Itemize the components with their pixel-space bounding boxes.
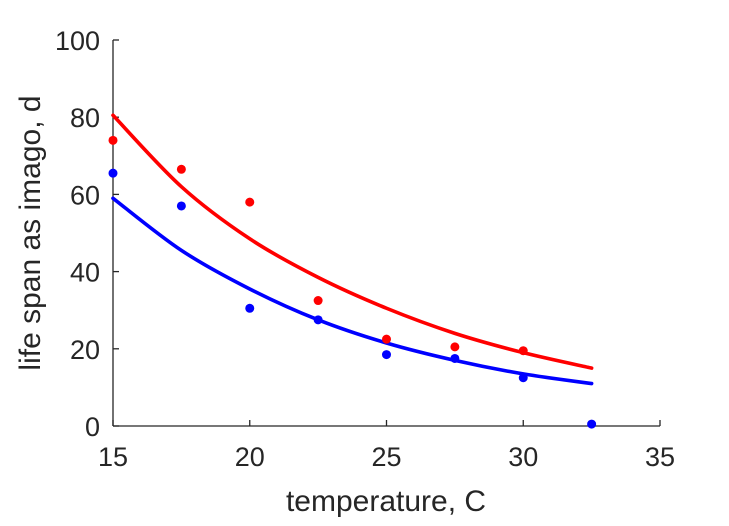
- data-point: [450, 342, 460, 352]
- y-tick-label: 100: [55, 26, 100, 56]
- x-tick-label: 15: [98, 442, 128, 472]
- y-axis-label: life span as imago, d: [14, 95, 47, 370]
- y-tick-label: 60: [70, 180, 100, 210]
- data-point: [382, 334, 391, 344]
- data-point: [313, 296, 323, 306]
- x-tick-label: 25: [371, 442, 401, 472]
- data-point: [587, 419, 597, 429]
- data-point: [382, 350, 391, 360]
- series-fit-line: [111, 196, 594, 386]
- data-point: [108, 168, 118, 178]
- data-point: [518, 346, 528, 356]
- series-fit-line: [111, 113, 594, 370]
- x-axis-label: temperature, C: [286, 485, 486, 518]
- data-point: [108, 135, 118, 145]
- data-point: [313, 315, 323, 325]
- fit-curves: [111, 113, 594, 386]
- y-tick-label: 80: [70, 103, 100, 133]
- data-points: [108, 135, 597, 429]
- y-tick-label: 20: [70, 335, 100, 365]
- x-tick-label: 30: [508, 442, 538, 472]
- data-point: [176, 201, 186, 211]
- x-tick-label: 20: [235, 442, 265, 472]
- x-tick-label: 35: [645, 442, 675, 472]
- data-point: [176, 164, 186, 174]
- y-tick-label: 0: [85, 412, 100, 442]
- data-point: [245, 303, 255, 313]
- data-point: [450, 353, 460, 363]
- data-point: [245, 197, 255, 207]
- axes: 15 20 25 30 35 0 20 40 60 80 100: [55, 26, 675, 472]
- y-tick-label: 40: [70, 258, 100, 288]
- data-point: [518, 373, 528, 383]
